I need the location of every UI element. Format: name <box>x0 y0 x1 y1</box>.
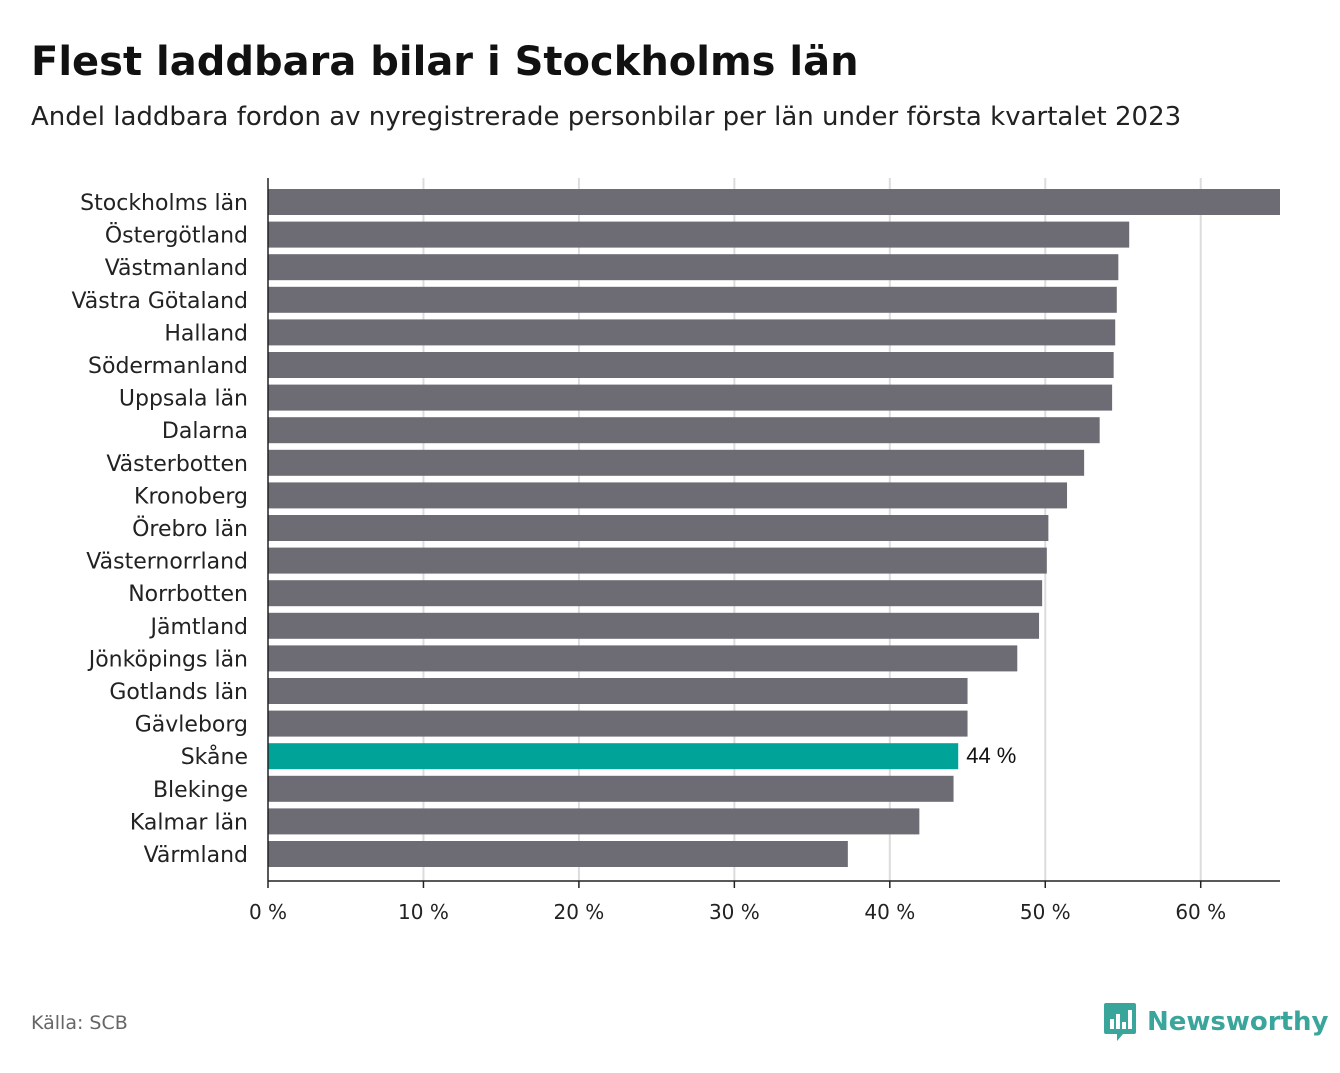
category-label: Kalmar län <box>130 810 248 835</box>
bar <box>268 254 1119 281</box>
bar <box>268 743 959 770</box>
bar-chart: Stockholms län Östergötland Västmanland Väs… <box>71 178 1280 924</box>
x-tick-label: 10 % <box>398 900 449 924</box>
category-label: Västmanland <box>105 256 248 281</box>
category-label: Blekinge <box>153 778 248 803</box>
category-label: Västra Götaland <box>71 289 248 314</box>
bar <box>268 352 1114 378</box>
category-label: Uppsala län <box>119 387 248 412</box>
category-label: Norrbotten <box>128 582 248 607</box>
bar <box>268 221 1130 248</box>
bar <box>268 841 848 867</box>
category-label: Västerbotten <box>106 452 248 477</box>
x-tick-label: 50 % <box>1020 900 1071 924</box>
bar <box>268 417 1100 444</box>
category-label: Halland <box>164 321 248 346</box>
category-labels: Stockholms län Östergötland Västmanland Väs… <box>71 191 1016 868</box>
category-label: Skåne <box>181 744 248 770</box>
x-tick-label: 20 % <box>554 900 605 924</box>
category-label: Dalarna <box>162 419 248 444</box>
bar <box>268 645 1018 672</box>
source-note: Källa: SCB <box>31 1012 128 1034</box>
bar <box>268 580 1043 607</box>
category-label: Södermanland <box>88 354 248 379</box>
brand-name: Newsworthy <box>1147 1007 1329 1037</box>
category-label: Stockholms län <box>80 191 248 216</box>
data-label: 44 % <box>966 743 1016 768</box>
category-label: Värmland <box>144 843 248 868</box>
category-label: Gävleborg <box>135 713 248 738</box>
bar <box>268 678 968 704</box>
bar <box>268 449 1085 476</box>
bar <box>268 286 1117 313</box>
bar <box>268 319 1116 346</box>
category-label: Västernorrland <box>86 550 248 575</box>
chart-title: Flest laddbara bilar i Stockholms län <box>31 39 859 85</box>
bars <box>268 189 1280 867</box>
bar <box>268 808 920 835</box>
category-label: Jämtland <box>148 615 248 640</box>
brand-logo: Newsworthy <box>1103 1002 1328 1042</box>
bar <box>268 612 1040 639</box>
bar <box>268 547 1047 574</box>
category-label: Jönköpings län <box>87 647 248 672</box>
newsworthy-logo-icon <box>1104 1003 1136 1041</box>
category-label: Kronoberg <box>134 484 248 509</box>
x-axis: 0 % 10 % 20 % 30 % 40 % 50 % 60 % <box>249 178 1280 924</box>
x-tick-label: 30 % <box>709 900 760 924</box>
x-tick-label: 60 % <box>1175 900 1226 924</box>
category-label: Gotlands län <box>109 680 248 705</box>
bar <box>268 515 1049 541</box>
x-tick-label: 0 % <box>249 900 287 924</box>
bar <box>268 775 954 802</box>
bar <box>268 189 1280 215</box>
category-label: Örebro län <box>132 516 248 542</box>
x-tick-label: 40 % <box>864 900 915 924</box>
bar <box>268 384 1113 411</box>
bar <box>268 710 968 737</box>
chart-subtitle: Andel laddbara fordon av nyregistrerade … <box>31 102 1182 132</box>
category-label: Östergötland <box>105 223 248 249</box>
bar <box>268 482 1068 509</box>
